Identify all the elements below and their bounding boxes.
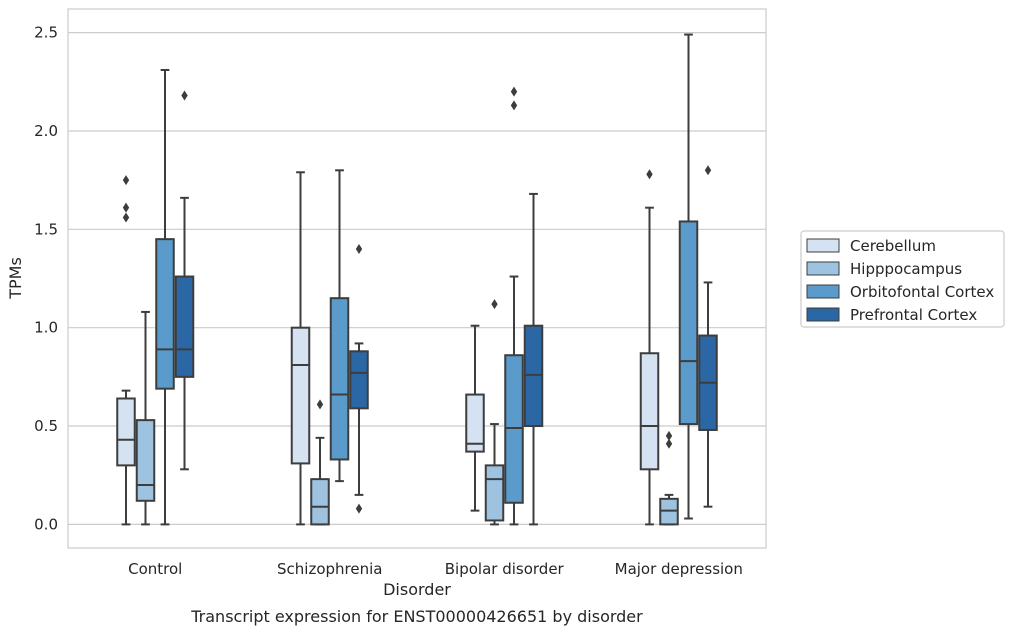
legend-label: Prefrontal Cortex (850, 306, 977, 324)
box-bipolar-disorder (484, 299, 505, 526)
legend-label: Hipppocampus (850, 260, 962, 278)
outlier-point (491, 299, 498, 310)
chart-caption: Transcript expression for ENST0000042665… (190, 607, 643, 626)
legend-swatch (806, 307, 840, 322)
legend-swatch (806, 238, 840, 253)
series-cerebellum (116, 169, 660, 526)
outlier-point (665, 430, 673, 441)
y-tick-label: 2.5 (34, 24, 58, 42)
box-iqr (310, 478, 330, 526)
legend-box (800, 230, 1005, 328)
box-iqr (349, 350, 369, 410)
box-bipolar-disorder (465, 324, 485, 512)
outlier-point (510, 86, 518, 97)
box-major-depression (659, 430, 679, 526)
box-schizophrenia (349, 243, 369, 514)
box-bipolar-disorder (504, 86, 524, 526)
y-tick-label: 1.5 (34, 220, 58, 238)
series-prefrontal-cortex (174, 90, 718, 526)
outlier-point (122, 175, 130, 186)
legend-item: Cerebellum (806, 237, 936, 255)
box-iqr (678, 220, 699, 426)
outlier-point (646, 169, 653, 180)
legend-item: Prefrontal Cortex (806, 306, 977, 324)
y-tick-label: 0.5 (34, 417, 58, 435)
x-tick-label: Major depression (615, 560, 743, 578)
y-tick-label: 0.0 (34, 515, 58, 533)
box-iqr (135, 419, 156, 502)
x-axis-ticks: Control Schizophrenia Bipolar disorder Majo… (128, 560, 743, 578)
box-iqr (465, 393, 485, 453)
legend-swatch (806, 284, 840, 299)
legend-label: Orbitofontal Cortex (850, 283, 994, 301)
box-control (155, 68, 175, 526)
box-bipolar-disorder (523, 192, 544, 526)
box-iqr (155, 238, 175, 390)
box-schizophrenia (310, 399, 330, 526)
x-axis-label: Disorder (383, 580, 451, 599)
outlier-point (665, 438, 673, 449)
box-control (174, 90, 195, 471)
box-iqr (290, 326, 311, 465)
outlier-point (122, 202, 130, 213)
legend-swatch (806, 261, 840, 276)
x-tick-label: Schizophrenia (277, 560, 382, 578)
box-iqr (174, 275, 195, 378)
outlier-point (181, 90, 188, 101)
box-iqr (484, 464, 505, 522)
x-tick-label: Bipolar disorder (445, 560, 565, 578)
outlier-point (355, 503, 363, 514)
box-control (135, 310, 156, 526)
box-series (116, 33, 718, 526)
y-axis-ticks: 0.0 0.5 1.0 1.5 2.0 2.5 (34, 24, 58, 534)
y-tick-label: 1.0 (34, 319, 58, 337)
series-hipppocampus (135, 299, 679, 526)
box-major-depression (678, 33, 699, 520)
series-orbitofontal-cortex (155, 33, 699, 526)
outlier-point (704, 165, 712, 176)
legend-item: Orbitofontal Cortex (806, 283, 994, 301)
box-control (116, 175, 136, 526)
box-schizophrenia (329, 169, 350, 483)
outlier-point (316, 399, 324, 410)
legend: Cerebellum Hipppocampus Orbitofontal Corte… (800, 230, 1005, 328)
y-tick-label: 2.0 (34, 122, 58, 140)
outlier-point (510, 100, 518, 111)
box-major-depression (639, 169, 660, 526)
x-tick-label: Control (128, 560, 182, 578)
box-schizophrenia (290, 171, 311, 526)
box-iqr (639, 352, 660, 471)
legend-label: Cerebellum (850, 237, 936, 255)
box-iqr (329, 297, 350, 461)
y-axis-label: TPMs (6, 257, 25, 300)
box-major-depression (698, 165, 718, 508)
plot-frame (67, 8, 767, 549)
outlier-point (355, 243, 363, 254)
box-iqr (116, 397, 136, 467)
legend-item: Hipppocampus (806, 260, 962, 278)
outlier-point (122, 212, 130, 223)
